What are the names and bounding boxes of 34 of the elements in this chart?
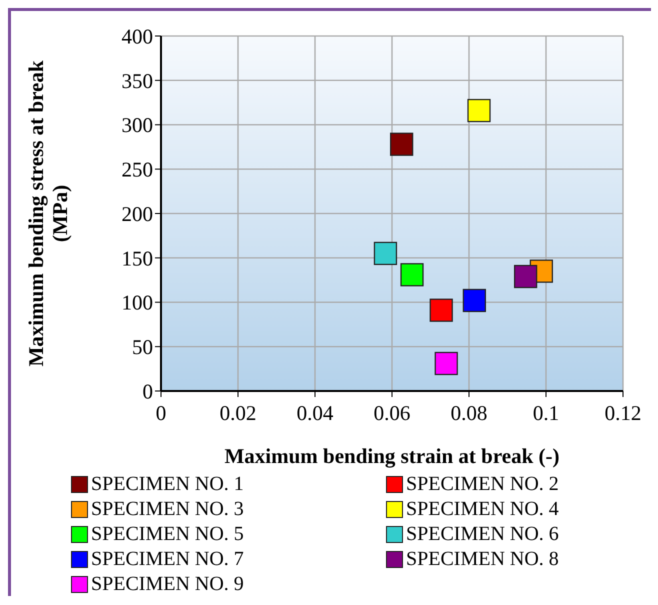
y-tick-label: 50 [132,335,153,360]
y-tick-label: 100 [122,290,153,315]
y-tick-label: 0 [142,379,153,404]
y-tick-label: 350 [122,68,153,93]
x-tick-label: 0.06 [374,400,410,425]
point [374,242,398,266]
y-tick-label: 250 [122,158,153,182]
y-axis-title: Maximum bending stress at break (MPa) [24,60,72,367]
point [430,298,453,322]
legend-label: SPECIMEN NO. 9 [91,573,244,596]
legend-label: SPECIMEN NO. 5 [91,523,244,546]
legend-label: SPECIMEN NO. 7 [91,548,244,571]
y-tick-label: 400 [122,24,153,48]
point [390,132,414,156]
point [514,264,538,288]
legend-label: SPECIMEN NO. 3 [91,498,244,521]
legend-label: SPECIMEN NO. 6 [406,523,559,546]
y-tick-label: 300 [122,113,153,138]
y-tick-label: 200 [122,202,153,226]
x-tick-label: 0.02 [220,400,256,425]
x-tick-label: 0.08 [450,400,488,425]
legend-label: SPECIMEN NO. 4 [406,498,559,521]
x-tick-label: 0.04 [296,400,334,425]
x-tick-label: 0.1 [532,400,560,425]
point [462,288,486,312]
legend-label: SPECIMEN NO. 1 [91,473,244,496]
x-tick-label: 0.12 [604,400,642,425]
x-axis-title: Maximum bending strain at break (-) [224,444,560,468]
legend-label: SPECIMEN NO. 2 [406,473,559,496]
point [434,352,458,376]
point [467,98,491,122]
y-tick-label: 150 [122,246,153,270]
point [400,263,424,286]
legend-label: SPECIMEN NO. 8 [406,548,559,571]
